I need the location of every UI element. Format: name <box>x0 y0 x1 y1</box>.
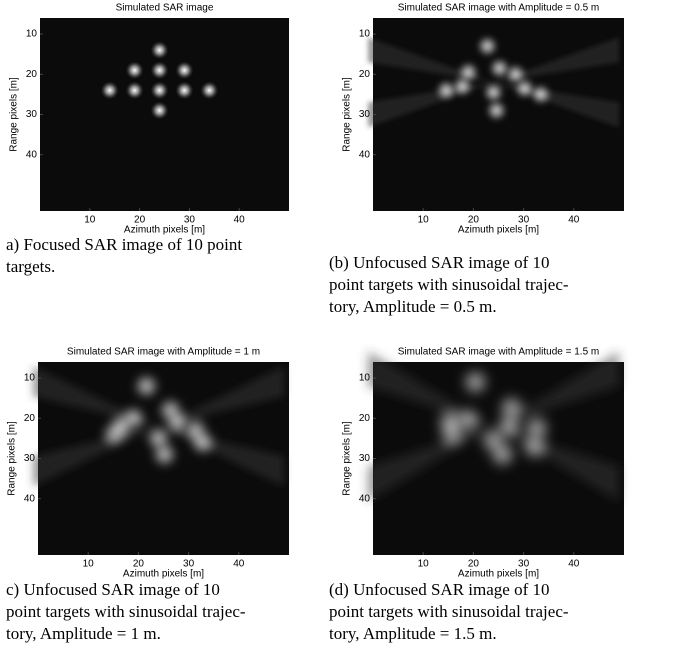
caption-line: a) Focused SAR image of 10 point <box>6 235 242 254</box>
y-tick-label: 10 <box>24 373 36 384</box>
x-tick-label: 30 <box>518 559 530 570</box>
x-tick-label: 20 <box>134 215 146 226</box>
point-target <box>150 61 169 80</box>
point-target <box>175 81 194 100</box>
y-tick-label: 10 <box>359 29 371 40</box>
caption-line: point targets with sinusoidal trajec- <box>6 602 246 621</box>
caption-line: point targets with sinusoidal trajec- <box>329 602 569 621</box>
y-tick-label: 20 <box>359 413 371 424</box>
x-tick-label: 30 <box>183 559 195 570</box>
x-axis-label: Azimuth pixels [m] <box>458 569 539 580</box>
point-target <box>200 81 219 100</box>
caption-line: tory, Amplitude = 0.5 m. <box>329 297 497 316</box>
sidelobe <box>158 426 284 487</box>
y-tick-label: 10 <box>26 29 38 40</box>
sidelobe <box>493 426 619 502</box>
x-tick-label: 30 <box>518 215 530 226</box>
x-axis-label: Azimuth pixels [m] <box>123 569 204 580</box>
sidelobe <box>493 37 619 83</box>
point-target <box>433 405 468 440</box>
point-target <box>485 437 520 472</box>
x-tick-label: 10 <box>83 559 95 570</box>
point-target <box>150 41 169 60</box>
x-tick-label: 10 <box>418 559 430 570</box>
point-target <box>106 411 137 442</box>
x-tick-label: 40 <box>233 559 245 570</box>
x-tick-label: 20 <box>468 559 480 570</box>
x-axis-label: Azimuth pixels [m] <box>458 225 539 236</box>
x-tick-label: 10 <box>84 215 96 226</box>
point-target <box>125 61 144 80</box>
sar-speckle <box>367 351 619 502</box>
point-target <box>125 81 144 100</box>
y-tick-label: 30 <box>24 453 36 464</box>
sidelobe <box>493 351 619 427</box>
y-tick-label: 20 <box>359 69 371 80</box>
y-tick-label: 20 <box>26 69 38 80</box>
caption-line: c) Unfocused SAR image of 10 <box>6 580 220 599</box>
point-target <box>450 74 475 99</box>
y-tick-label: 20 <box>24 413 36 424</box>
y-tick-label: 40 <box>26 149 38 160</box>
y-axis-label: Range pixels [m] <box>9 77 20 152</box>
y-axis-label: Range pixels [m] <box>342 77 353 152</box>
point-target <box>481 80 506 105</box>
x-tick-label: 10 <box>418 215 430 226</box>
point-target <box>100 81 119 100</box>
panel-title: Simulated SAR image with Amplitude = 0.5… <box>398 3 599 14</box>
caption-line: (d) Unfocused SAR image of 10 <box>329 580 550 599</box>
point-target <box>517 429 552 464</box>
y-tick-label: 40 <box>359 493 371 504</box>
caption-line: point targets with sinusoidal trajec- <box>329 275 569 294</box>
point-target <box>528 82 553 107</box>
x-tick-label: 20 <box>133 559 145 570</box>
x-tick-label: 30 <box>184 215 196 226</box>
point-target <box>150 101 169 120</box>
y-tick-label: 30 <box>359 109 371 120</box>
caption-line: targets. <box>6 257 55 276</box>
point-target <box>187 427 218 458</box>
x-tick-label: 40 <box>568 215 580 226</box>
panel-title: Simulated SAR image with Amplitude = 1.5… <box>398 347 599 358</box>
sidelobe <box>158 366 284 427</box>
point-target <box>149 439 180 470</box>
panel-title: Simulated SAR image <box>116 3 214 14</box>
x-tick-label: 20 <box>468 215 480 226</box>
caption-line: tory, Amplitude = 1 m. <box>6 624 161 643</box>
point-target <box>475 34 500 59</box>
sar-speckle <box>100 41 219 120</box>
caption-line: (b) Unfocused SAR image of 10 <box>329 253 550 272</box>
point-target <box>131 371 162 402</box>
sar-speckle <box>32 366 284 487</box>
y-axis-label: Range pixels [m] <box>342 421 353 496</box>
x-tick-label: 40 <box>234 215 246 226</box>
caption-line: tory, Amplitude = 1.5 m. <box>329 624 497 643</box>
x-axis-label: Azimuth pixels [m] <box>124 225 205 236</box>
sidelobe <box>493 82 619 128</box>
y-tick-label: 10 <box>359 373 371 384</box>
y-axis-label: Range pixels [m] <box>7 421 18 496</box>
point-target <box>484 98 509 123</box>
y-tick-label: 30 <box>26 109 38 120</box>
sar-speckle <box>367 34 619 128</box>
y-tick-label: 40 <box>359 149 371 160</box>
point-target <box>175 61 194 80</box>
y-tick-label: 30 <box>359 453 371 464</box>
x-tick-label: 40 <box>568 559 580 570</box>
y-tick-label: 40 <box>24 493 36 504</box>
panel-title: Simulated SAR image with Amplitude = 1 m <box>67 347 260 358</box>
point-target <box>458 365 493 400</box>
point-target <box>150 81 169 100</box>
